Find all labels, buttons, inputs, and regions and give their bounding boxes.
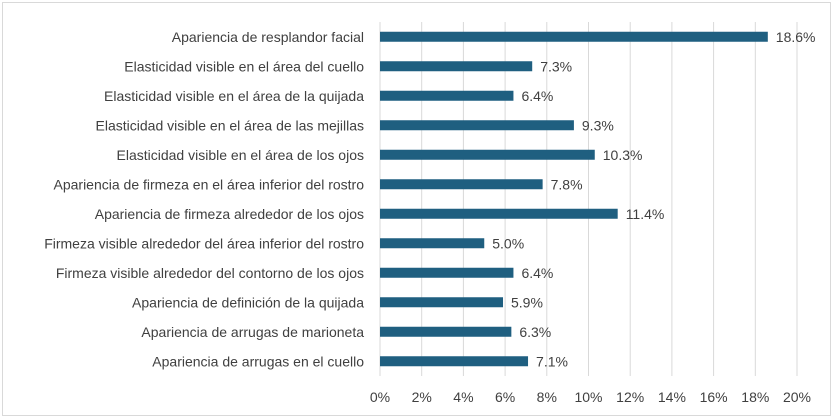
bar: [380, 208, 618, 219]
category-label: Apariencia de firmeza en el área inferio…: [54, 176, 365, 192]
category-label: Apariencia de resplandor facial: [172, 29, 364, 45]
data-label: 6.4%: [521, 88, 553, 104]
data-label: 10.3%: [603, 147, 643, 163]
bar: [380, 61, 533, 72]
bar: [380, 238, 485, 249]
bar: [380, 90, 514, 101]
category-label: Elasticidad visible en el área de las me…: [96, 117, 364, 133]
x-tick-label: 14%: [658, 389, 686, 405]
bar: [380, 326, 512, 337]
data-label: 7.1%: [536, 353, 568, 369]
category-label: Elasticidad visible en el área de los oj…: [117, 147, 364, 163]
category-label: Apariencia de arrugas en el cuello: [152, 353, 364, 369]
category-label: Apariencia de definición de la quijada: [132, 294, 364, 310]
data-label: 7.8%: [551, 176, 583, 192]
data-label: 5.0%: [492, 235, 524, 251]
bar: [380, 267, 514, 278]
data-label: 18.6%: [776, 29, 816, 45]
category-label: Apariencia de arrugas de marioneta: [141, 324, 364, 340]
category-label: Firmeza visible alrededor del contorno d…: [56, 265, 364, 281]
data-label: 11.4%: [626, 206, 665, 222]
x-tick-label: 10%: [574, 389, 602, 405]
data-label: 9.3%: [582, 117, 614, 133]
data-label: 6.4%: [521, 265, 553, 281]
bar: [380, 31, 768, 42]
x-tick-label: 20%: [783, 389, 811, 405]
category-label: Elasticidad visible en el área de la qui…: [104, 88, 364, 104]
bar: [380, 120, 574, 131]
bar: [380, 356, 529, 367]
x-tick-label: 4%: [453, 389, 473, 405]
bar: [380, 297, 504, 308]
data-label: 5.9%: [511, 294, 543, 310]
bar: [380, 179, 543, 190]
data-label: 7.3%: [540, 58, 572, 74]
x-tick-label: 6%: [495, 389, 515, 405]
category-label: Firmeza visible alrededor del área infer…: [44, 235, 364, 251]
x-tick-label: 0%: [370, 389, 390, 405]
bar: [380, 149, 595, 160]
category-label: Apariencia de firmeza alrededor de los o…: [95, 206, 364, 222]
data-label: 6.3%: [519, 324, 551, 340]
x-tick-label: 8%: [537, 389, 557, 405]
category-label: Elasticidad visible en el área del cuell…: [124, 58, 364, 74]
x-tick-label: 16%: [700, 389, 728, 405]
x-tick-label: 2%: [412, 389, 432, 405]
x-tick-label: 18%: [741, 389, 769, 405]
x-tick-label: 12%: [616, 389, 644, 405]
